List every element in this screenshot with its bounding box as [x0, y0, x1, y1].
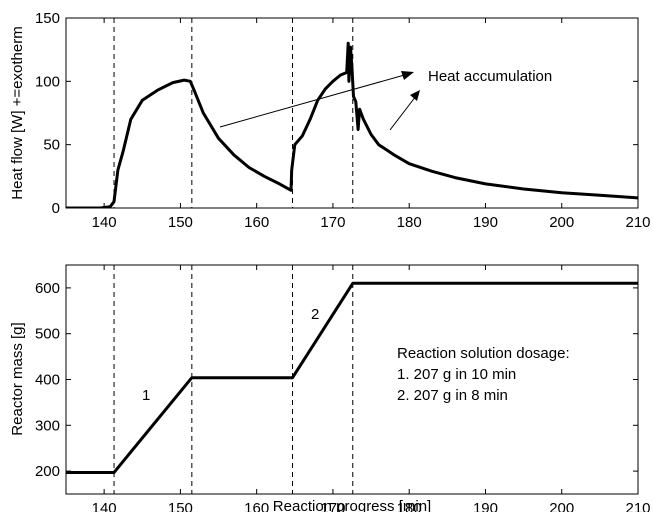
x-tick-label: 160	[244, 214, 269, 231]
y-tick-label: 100	[35, 73, 60, 90]
heat-accumulation-arrowhead-long	[401, 71, 414, 80]
x-tick-label: 210	[625, 214, 650, 231]
x-tick-label: 190	[473, 214, 498, 231]
x-tick-label: 180	[397, 500, 422, 512]
y-tick-label: 200	[35, 463, 60, 480]
x-tick-label: 170	[320, 214, 345, 231]
reactor-mass-ylabel: Reactor mass [g]	[9, 322, 26, 435]
y-tick-label: 0	[52, 200, 60, 217]
y-tick-label: 500	[35, 326, 60, 343]
x-tick-label: 150	[168, 500, 193, 512]
heat-flow-ylabel: Heat flow [W] +=exotherm	[9, 26, 26, 199]
segment-label-2: 2	[311, 306, 319, 323]
x-tick-label: 160	[244, 500, 269, 512]
dosage-legend-line-1: 1. 207 g in 10 min	[397, 366, 516, 383]
reactor-mass-vlines	[113, 265, 354, 494]
x-tick-label: 170	[320, 500, 345, 512]
x-tick-label: 140	[92, 500, 117, 512]
y-tick-label: 150	[35, 10, 60, 27]
heat-flow-vlines	[113, 18, 354, 208]
heat-accumulation-arrowhead-short	[410, 90, 420, 101]
heat-accumulation-label: Heat accumulation	[428, 68, 552, 85]
reactor-mass-ticks: 140 150 160 170 180 190 200 210 200 300 400 500 600	[35, 265, 651, 512]
x-tick-label: 200	[549, 500, 574, 512]
x-tick-label: 190	[473, 500, 498, 512]
heat-accumulation-arrow-long	[219, 73, 409, 128]
reactor-mass-panel: 140 150 160 170 180 190 200 210200300400500600 …	[9, 264, 651, 512]
x-tick-label: 210	[625, 500, 650, 512]
heat-flow-panel: 140 150 160 170 180 190 200 210 0 50 100 150 Heat f…	[9, 10, 651, 231]
dosage-legend-title: Reaction solution dosage:	[397, 345, 570, 362]
reactor-mass-plot-frame	[65, 264, 639, 495]
heat-flow-series-line	[66, 41, 638, 208]
x-tick-label: 180	[397, 214, 422, 231]
reactor-mass-xlabel: Reaction progress [min]	[273, 498, 431, 512]
heat-accumulation-arrow-short	[389, 95, 417, 131]
x-tick-label: 200	[549, 214, 574, 231]
heat-flow-plot-frame	[65, 17, 639, 209]
dosage-legend-line-2: 2. 207 g in 8 min	[397, 387, 508, 404]
x-tick-label: 140	[92, 214, 117, 231]
y-tick-label: 600	[35, 280, 60, 297]
y-tick-label: 400	[35, 372, 60, 389]
x-tick-label: 150	[168, 214, 193, 231]
segment-label-1: 1	[142, 387, 150, 404]
heat-flow-ticks: 140 150 160 170 180 190 200 210 0 50 100 150	[35, 10, 651, 231]
y-tick-label: 300	[35, 417, 60, 434]
y-tick-label: 50	[43, 137, 60, 154]
reactor-mass-series-line	[66, 281, 638, 474]
